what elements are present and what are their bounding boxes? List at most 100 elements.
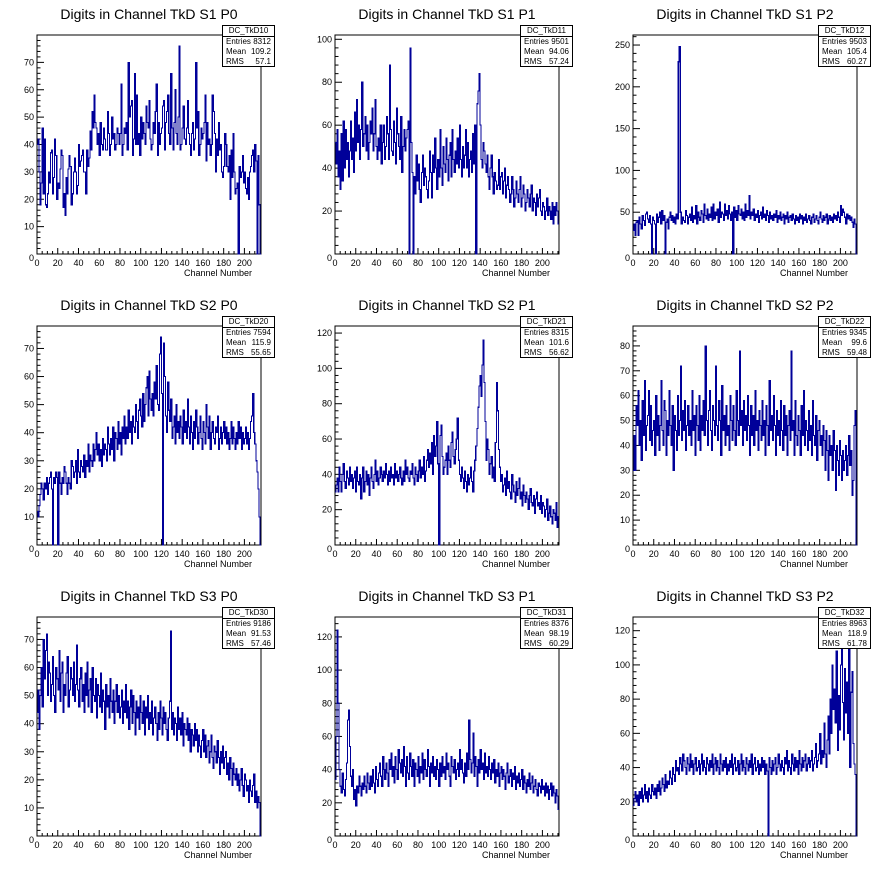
stats-histogram-name: DC_TkD21 bbox=[521, 317, 572, 328]
x-tick-label: 0 bbox=[332, 258, 337, 268]
x-tick-label: 60 bbox=[392, 840, 402, 850]
stats-label: RMS bbox=[822, 348, 840, 357]
x-axis-label: Channel Number bbox=[184, 559, 252, 569]
stats-row-rms: RMS 60.27 bbox=[819, 57, 870, 67]
x-tick-label: 40 bbox=[371, 258, 381, 268]
plot-frame bbox=[334, 616, 560, 837]
y-tick-label: 60 bbox=[322, 434, 332, 444]
x-tick-label: 100 bbox=[729, 258, 744, 268]
stats-value: 9501 bbox=[551, 37, 569, 46]
stats-row-rms: RMS 57.46 bbox=[223, 639, 274, 649]
x-tick-label: 180 bbox=[514, 549, 529, 559]
chart-title: Digits in Channel TkD S1 P0 bbox=[60, 6, 238, 22]
y-tick-label: 70 bbox=[620, 366, 630, 376]
stats-row-mean: Mean 91.53 bbox=[223, 629, 274, 639]
stats-histogram-name: DC_TkD12 bbox=[819, 26, 870, 37]
x-tick-label: 200 bbox=[833, 258, 848, 268]
x-tick-label: 160 bbox=[195, 549, 210, 559]
x-tick-label: 200 bbox=[535, 258, 550, 268]
x-axis-label: Channel Number bbox=[780, 268, 848, 278]
y-tick-label: 120 bbox=[317, 632, 332, 642]
y-tick-label: 50 bbox=[620, 416, 630, 426]
x-axis-label: Channel Number bbox=[184, 268, 252, 278]
x-tick-label: 140 bbox=[771, 549, 786, 559]
y-tick-label: 100 bbox=[317, 363, 332, 373]
x-tick-label: 20 bbox=[53, 549, 63, 559]
histogram-plot: 0 20 40 60 80 100 120 140 160 180 200 20 40 60 80 100 0 C… bbox=[317, 34, 560, 278]
chart-title: Digits in Channel TkD S3 P2 bbox=[656, 588, 834, 604]
histogram-series-line bbox=[335, 339, 559, 546]
x-tick-label: 140 bbox=[473, 840, 488, 850]
stats-row-rms: RMS 57.1 bbox=[223, 57, 274, 67]
x-tick-label: 120 bbox=[154, 549, 169, 559]
x-tick-label: 200 bbox=[833, 549, 848, 559]
y-tick-label: 40 bbox=[620, 440, 630, 450]
y-tick-label: 30 bbox=[24, 747, 34, 757]
x-tick-label: 120 bbox=[452, 258, 467, 268]
y-tick-label: 80 bbox=[620, 694, 630, 704]
x-tick-label: 120 bbox=[452, 840, 467, 850]
histogram-plot: 0 20 40 60 80 100 120 140 160 180 200 20 40 60 80 100 12… bbox=[615, 616, 858, 860]
x-tick-label: 60 bbox=[392, 549, 402, 559]
x-tick-label: 100 bbox=[431, 840, 446, 850]
plot-frame bbox=[334, 34, 560, 255]
stats-value: 56.62 bbox=[548, 348, 569, 357]
stats-label: Mean bbox=[822, 338, 843, 347]
x-tick-label: 40 bbox=[669, 549, 679, 559]
x-tick-label: 80 bbox=[115, 549, 125, 559]
y-tick-label: 100 bbox=[317, 34, 332, 44]
x-axis-label: Channel Number bbox=[780, 559, 848, 569]
stats-value: 57.1 bbox=[255, 57, 271, 66]
x-tick-label: 200 bbox=[237, 258, 252, 268]
stats-value: 59.48 bbox=[846, 348, 867, 357]
x-tick-label: 200 bbox=[535, 549, 550, 559]
plot-frame bbox=[334, 325, 560, 546]
x-tick-label: 180 bbox=[812, 549, 827, 559]
stats-value: 109.2 bbox=[250, 47, 271, 56]
y-tick-label: 60 bbox=[322, 120, 332, 130]
stats-row-entries: Entries 9345 bbox=[819, 328, 870, 338]
stats-value: 8963 bbox=[849, 619, 867, 628]
y-tick-label: 70 bbox=[24, 57, 34, 67]
x-tick-label: 20 bbox=[351, 549, 361, 559]
stats-row-mean: Mean 109.2 bbox=[223, 47, 274, 57]
x-tick-label: 20 bbox=[649, 840, 659, 850]
x-tick-label: 60 bbox=[690, 840, 700, 850]
y-tick-label: 150 bbox=[615, 124, 630, 134]
stats-value: 99.6 bbox=[851, 338, 867, 347]
x-tick-label: 0 bbox=[34, 549, 39, 559]
y-tick-label: 80 bbox=[322, 698, 332, 708]
x-tick-label: 100 bbox=[729, 549, 744, 559]
histogram-panel: Digits in Channel TkD S2 P2 0 20 40 60 80 100 1… bbox=[596, 291, 894, 582]
y-tick-label: 10 bbox=[24, 222, 34, 232]
y-tick-label: 100 bbox=[615, 165, 630, 175]
stats-row-entries: Entries 9186 bbox=[223, 619, 274, 629]
stats-label: RMS bbox=[226, 57, 244, 66]
y-tick-label: 60 bbox=[24, 372, 34, 382]
x-tick-label: 140 bbox=[771, 258, 786, 268]
x-tick-label: 60 bbox=[94, 840, 104, 850]
stats-value: 60.27 bbox=[846, 57, 867, 66]
x-tick-label: 40 bbox=[73, 258, 83, 268]
stats-label: RMS bbox=[524, 639, 542, 648]
stats-histogram-name: DC_TkD30 bbox=[223, 608, 274, 619]
stats-row-entries: Entries 7594 bbox=[223, 328, 274, 338]
x-tick-label: 160 bbox=[791, 258, 806, 268]
y-tick-label: 100 bbox=[615, 660, 630, 670]
x-tick-label: 200 bbox=[237, 840, 252, 850]
histogram-plot: 0 20 40 60 80 100 120 140 160 180 200 10 20 30 40 50 60 7… bbox=[24, 34, 262, 278]
x-tick-label: 0 bbox=[332, 549, 337, 559]
y-tick-label: 60 bbox=[620, 391, 630, 401]
chart-title: Digits in Channel TkD S1 P2 bbox=[656, 6, 834, 22]
histogram-plot: 0 20 40 60 80 100 120 140 160 180 200 20 40 60 80 100 12… bbox=[317, 616, 560, 860]
x-tick-label: 0 bbox=[34, 258, 39, 268]
x-tick-label: 20 bbox=[649, 549, 659, 559]
plot-frame bbox=[36, 325, 262, 546]
x-axis-label: Channel Number bbox=[184, 850, 252, 860]
x-tick-label: 120 bbox=[750, 258, 765, 268]
y-tick-label-origin: 0 bbox=[327, 544, 332, 554]
y-tick-label: 250 bbox=[615, 40, 630, 50]
x-tick-label: 120 bbox=[452, 549, 467, 559]
histogram-plot: 0 20 40 60 80 100 120 140 160 180 200 50 100 150 200 25… bbox=[615, 34, 858, 278]
stats-box: DC_TkD12 Entries 9503 Mean 105.4 RMS 60.27 bbox=[818, 25, 871, 67]
